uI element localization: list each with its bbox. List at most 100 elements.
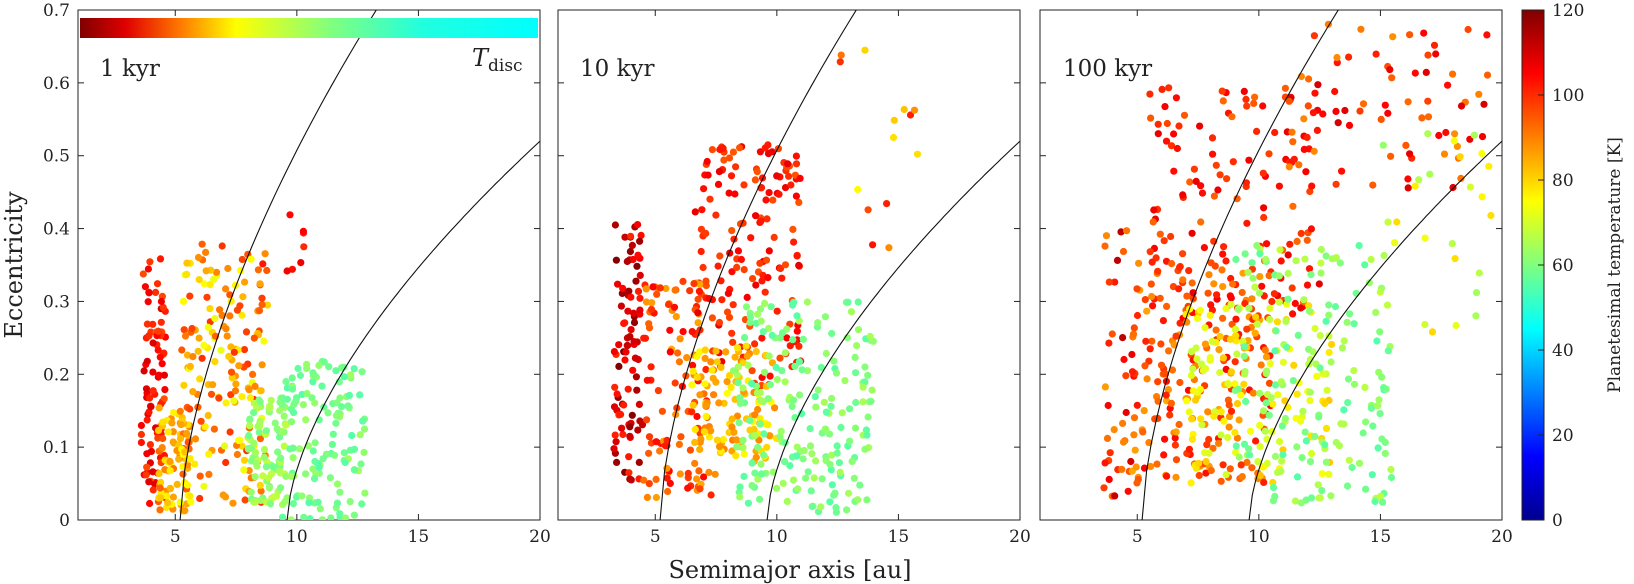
panel-2-label: 10 kyr [580, 56, 655, 82]
data-point [795, 198, 803, 206]
data-point [1307, 449, 1316, 458]
data-point [1192, 177, 1200, 185]
data-point [764, 395, 772, 403]
data-point [702, 277, 710, 285]
data-point [1259, 169, 1267, 177]
data-point [742, 303, 751, 311]
data-point [1406, 31, 1414, 39]
data-point [761, 299, 769, 307]
data-point [1333, 59, 1341, 67]
data-point [275, 433, 284, 441]
data-point [206, 281, 214, 289]
data-point [1307, 494, 1316, 502]
data-point [340, 363, 348, 371]
data-point [846, 405, 854, 413]
data-point [1220, 243, 1228, 251]
data-point [1322, 458, 1330, 466]
data-point [1350, 367, 1358, 375]
data-point [142, 471, 150, 479]
data-point [778, 274, 786, 282]
data-point [1161, 370, 1169, 378]
data-point [1176, 263, 1184, 271]
data-point [1119, 438, 1128, 446]
data-point [833, 442, 841, 450]
data-point [309, 378, 317, 386]
data-point [762, 256, 771, 264]
data-point [1345, 456, 1353, 464]
data-point [1369, 181, 1377, 189]
data-point [662, 284, 670, 293]
data-point [137, 421, 145, 430]
data-point [259, 260, 267, 268]
data-point [709, 374, 717, 382]
data-point [331, 451, 339, 459]
data-point [1368, 471, 1376, 479]
data-point [1171, 441, 1179, 449]
data-point [1148, 337, 1156, 345]
data-point [716, 252, 724, 260]
data-point [1301, 428, 1309, 436]
t-disc-label: Tdisc [472, 44, 523, 76]
data-point [758, 334, 766, 342]
data-point [837, 423, 845, 432]
data-point [1297, 417, 1305, 425]
data-point [826, 460, 834, 468]
data-point [712, 347, 720, 355]
data-point [642, 285, 650, 293]
data-point [635, 458, 643, 466]
data-point [311, 439, 319, 447]
data-point [696, 485, 704, 493]
data-point [329, 430, 337, 438]
data-point [856, 481, 864, 489]
data-point [1391, 239, 1399, 247]
data-point [1241, 250, 1249, 258]
data-point [684, 469, 692, 477]
data-point [1254, 458, 1262, 466]
data-point [729, 367, 738, 375]
data-point [752, 348, 760, 356]
data-point [205, 470, 213, 478]
data-point [252, 459, 260, 467]
data-point [1306, 458, 1315, 466]
data-point [292, 493, 301, 501]
data-point [1483, 31, 1491, 39]
data-point [1222, 257, 1230, 265]
data-point [168, 419, 176, 427]
data-point [1311, 432, 1319, 441]
data-point [283, 395, 291, 403]
data-point [831, 489, 839, 497]
data-point [1279, 446, 1287, 454]
data-point [1175, 420, 1183, 429]
data-point [273, 425, 281, 433]
data-point [1219, 283, 1227, 291]
data-point [647, 305, 656, 313]
data-point [324, 409, 332, 417]
data-point [828, 394, 836, 402]
data-point [699, 263, 707, 272]
data-point [787, 181, 795, 189]
data-point [656, 284, 664, 292]
data-point [1341, 106, 1349, 115]
data-point [845, 489, 853, 497]
data-point [1365, 279, 1373, 287]
data-point [1227, 300, 1235, 309]
data-point [796, 391, 804, 399]
data-point [1210, 192, 1218, 200]
data-point [1338, 344, 1346, 352]
data-point [763, 443, 771, 451]
data-point [1316, 332, 1324, 340]
data-point [1379, 141, 1387, 149]
data-point [754, 475, 762, 483]
data-point [156, 353, 164, 361]
data-point [643, 376, 651, 384]
data-point [1309, 109, 1317, 117]
data-point [768, 148, 776, 156]
data-point [183, 429, 191, 438]
data-point [310, 371, 318, 379]
data-point [1331, 303, 1340, 311]
data-point [798, 366, 806, 374]
data-point [1256, 443, 1264, 451]
data-point [1103, 434, 1112, 442]
data-point [771, 404, 779, 412]
data-point [1266, 360, 1274, 368]
